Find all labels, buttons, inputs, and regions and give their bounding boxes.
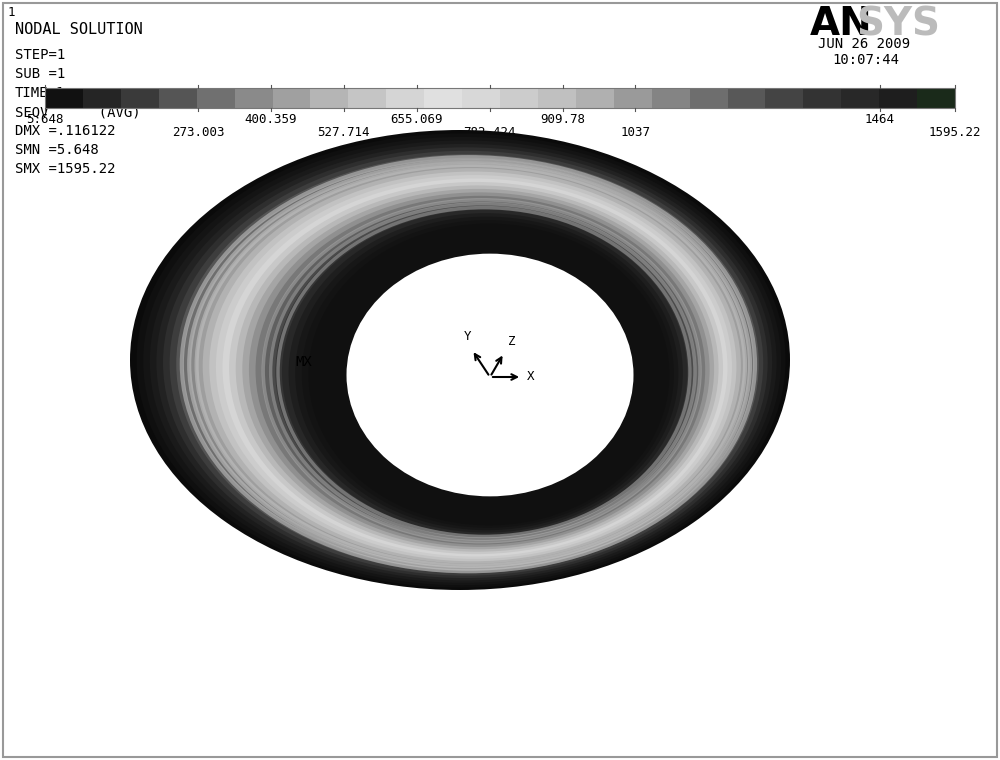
Bar xyxy=(917,88,955,108)
Ellipse shape xyxy=(308,223,669,525)
Bar xyxy=(348,88,387,108)
Text: 1037: 1037 xyxy=(620,126,650,139)
Ellipse shape xyxy=(216,175,732,559)
Ellipse shape xyxy=(315,227,665,523)
Bar xyxy=(728,88,766,108)
Ellipse shape xyxy=(229,182,723,554)
Ellipse shape xyxy=(347,254,634,496)
Ellipse shape xyxy=(209,172,736,562)
Bar xyxy=(500,88,538,108)
Text: SUB =1: SUB =1 xyxy=(15,67,65,81)
Bar xyxy=(803,88,842,108)
Text: Z: Z xyxy=(508,335,516,348)
Text: AN: AN xyxy=(810,5,873,43)
Ellipse shape xyxy=(249,192,710,547)
Ellipse shape xyxy=(130,130,790,590)
Text: NODAL SOLUTION: NODAL SOLUTION xyxy=(15,22,143,37)
Bar xyxy=(765,88,804,108)
Ellipse shape xyxy=(196,165,745,566)
Text: 655.069: 655.069 xyxy=(391,113,443,126)
Text: 527.714: 527.714 xyxy=(318,126,370,139)
Text: 1595.22: 1595.22 xyxy=(929,126,981,139)
Bar xyxy=(538,88,576,108)
Ellipse shape xyxy=(242,189,714,549)
Ellipse shape xyxy=(170,150,763,575)
Ellipse shape xyxy=(189,161,750,568)
Bar xyxy=(310,88,349,108)
Ellipse shape xyxy=(143,137,781,585)
Text: SMN =5.648: SMN =5.648 xyxy=(15,143,99,157)
Bar xyxy=(235,88,273,108)
Ellipse shape xyxy=(256,196,705,544)
Text: 10:07:44: 10:07:44 xyxy=(832,53,899,67)
Text: MX: MX xyxy=(295,355,312,369)
Bar xyxy=(841,88,880,108)
Text: 1: 1 xyxy=(8,6,16,19)
Ellipse shape xyxy=(295,217,678,530)
Ellipse shape xyxy=(150,141,777,583)
Ellipse shape xyxy=(156,144,772,581)
Ellipse shape xyxy=(282,210,687,535)
Bar xyxy=(45,88,955,108)
Ellipse shape xyxy=(203,168,741,564)
Bar xyxy=(462,88,501,108)
Bar xyxy=(159,88,197,108)
Text: 273.003: 273.003 xyxy=(172,126,224,139)
Bar xyxy=(45,88,83,108)
Bar xyxy=(879,88,918,108)
Ellipse shape xyxy=(275,206,692,537)
Ellipse shape xyxy=(222,179,728,556)
Text: 5.648: 5.648 xyxy=(26,113,64,126)
Ellipse shape xyxy=(289,213,683,533)
Text: 400.359: 400.359 xyxy=(245,113,297,126)
Ellipse shape xyxy=(236,185,719,552)
Text: X: X xyxy=(527,371,534,384)
Bar xyxy=(424,88,463,108)
Ellipse shape xyxy=(302,220,674,527)
Bar xyxy=(652,88,690,108)
Text: STEP=1: STEP=1 xyxy=(15,48,65,62)
Bar xyxy=(614,88,652,108)
Text: JUN 26 2009: JUN 26 2009 xyxy=(818,37,910,51)
Text: 782.424: 782.424 xyxy=(463,126,516,139)
Bar xyxy=(121,88,159,108)
Text: SYS: SYS xyxy=(856,5,940,43)
Bar xyxy=(272,88,311,108)
Text: 909.78: 909.78 xyxy=(540,113,585,126)
Ellipse shape xyxy=(137,134,786,587)
Bar xyxy=(690,88,728,108)
Text: DMX =.116122: DMX =.116122 xyxy=(15,124,116,138)
Bar xyxy=(576,88,614,108)
Text: SEQV      (AVG): SEQV (AVG) xyxy=(15,105,141,119)
Text: Y: Y xyxy=(464,330,472,343)
Ellipse shape xyxy=(269,203,696,540)
Ellipse shape xyxy=(176,154,759,573)
Text: SMX =1595.22: SMX =1595.22 xyxy=(15,162,116,176)
Bar xyxy=(83,88,121,108)
Ellipse shape xyxy=(163,147,768,578)
Bar xyxy=(197,88,235,108)
Text: 1464: 1464 xyxy=(865,113,895,126)
Bar xyxy=(386,88,425,108)
Ellipse shape xyxy=(183,158,754,571)
Text: TIME=1: TIME=1 xyxy=(15,86,65,100)
Ellipse shape xyxy=(262,199,701,542)
